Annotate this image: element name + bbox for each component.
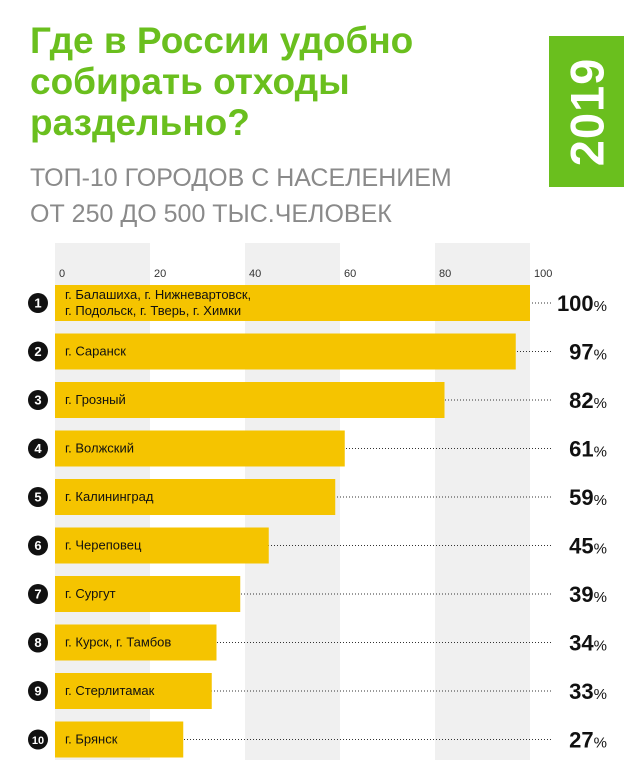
rank-badge (28, 438, 48, 459)
x-tick-label: 80 (439, 268, 451, 280)
title-line: раздельно? (30, 102, 250, 143)
value-label: 100% (557, 291, 607, 316)
rank-badge (28, 487, 48, 507)
bar (55, 285, 530, 321)
x-tick-label: 40 (249, 268, 261, 280)
bar-label: г. Череповец (65, 538, 142, 553)
x-tick-label: 60 (344, 268, 356, 280)
rank-badge (28, 681, 48, 701)
rank-badge (28, 390, 48, 410)
bar (55, 624, 217, 661)
bar (55, 430, 345, 467)
rank-badge (28, 584, 48, 604)
rank-badge (28, 293, 48, 313)
bar (55, 576, 241, 612)
subtitle: ТОП-10 ГОРОДОВ С НАСЕЛЕНИЕМ ОТ 250 ДО 50… (30, 160, 550, 232)
rank-number: 8 (34, 635, 41, 650)
subtitle-line: ТОП-10 ГОРОДОВ С НАСЕЛЕНИЕМ (30, 164, 452, 192)
rank-number: 6 (34, 538, 41, 553)
bar-label: г. Стерлитамак (65, 683, 155, 698)
x-tick-label: 20 (154, 268, 166, 280)
rank-badge (28, 341, 48, 362)
grid-band (435, 243, 530, 760)
value-label: 61% (569, 437, 607, 462)
bar-label: г. Брянск (65, 732, 118, 747)
x-tick-label: 0 (59, 268, 65, 280)
bar (55, 721, 184, 758)
page-title: Где в России удобно собирать отходы разд… (30, 20, 540, 143)
value-label: 27% (569, 728, 607, 753)
rank-badge (28, 535, 48, 556)
bar (55, 479, 336, 515)
bar-label: г. Волжский (65, 441, 134, 456)
year-badge: 2019 (549, 36, 624, 187)
rank-badge (28, 632, 48, 653)
bar-label: г. Балашиха, г. Нижневартовск, (65, 287, 251, 302)
value-label: 82% (569, 388, 607, 413)
value-label: 39% (569, 582, 607, 607)
bar-label: г. Саранск (65, 344, 126, 359)
title-line: собирать отходы (30, 61, 350, 102)
value-label: 97% (569, 340, 607, 365)
bar-label: г. Грозный (65, 392, 126, 407)
rank-badge (28, 729, 48, 750)
rank-number: 10 (32, 735, 44, 747)
x-tick-label: 100 (534, 268, 552, 280)
bar (55, 382, 445, 418)
value-label: 45% (569, 534, 607, 559)
bar-label: г. Курск, г. Тамбов (65, 635, 171, 650)
subtitle-line: ОТ 250 ДО 500 ТЫС.ЧЕЛОВЕК (30, 200, 392, 228)
bar-label: г. Сургут (65, 586, 116, 601)
bar-label: г. Подольск, г. Тверь, г. Химки (65, 303, 241, 318)
rank-number: 2 (34, 344, 41, 359)
bar (55, 673, 212, 709)
bar (55, 333, 516, 370)
rank-number: 3 (34, 393, 41, 408)
rank-number: 7 (34, 587, 41, 602)
rank-number: 4 (34, 441, 42, 456)
title-line: Где в России удобно (30, 20, 414, 61)
rank-number: 9 (34, 684, 41, 699)
value-label: 59% (569, 485, 607, 510)
rank-number: 5 (34, 490, 41, 505)
bar (55, 527, 269, 564)
value-label: 33% (569, 679, 607, 704)
rank-number: 1 (34, 296, 41, 311)
value-label: 34% (569, 631, 607, 656)
bar-label: г. Калининград (65, 489, 154, 504)
